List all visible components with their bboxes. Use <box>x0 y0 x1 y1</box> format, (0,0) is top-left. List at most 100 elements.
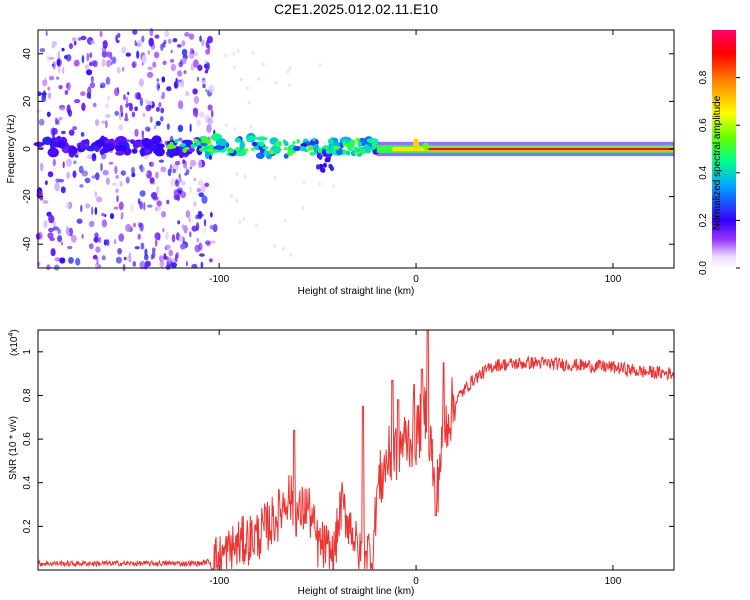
noise-speckle <box>198 64 202 70</box>
noise-speckle <box>144 254 149 261</box>
noise-speckle <box>131 61 136 69</box>
noise-speckle <box>57 235 63 243</box>
noise-speckle <box>288 82 292 87</box>
noise-speckle <box>45 180 48 185</box>
noise-speckle <box>67 109 73 117</box>
noise-speckle <box>150 254 154 260</box>
signal-blob <box>246 137 253 143</box>
noise-speckle <box>209 224 214 230</box>
noise-speckle <box>111 182 118 186</box>
noise-speckle <box>71 37 77 42</box>
signal-blob <box>155 143 165 149</box>
noise-speckle <box>194 51 199 57</box>
noise-speckle <box>177 220 181 225</box>
noise-speckle <box>189 159 197 167</box>
noise-speckle <box>118 112 122 121</box>
signal-blob <box>141 137 151 147</box>
signal-blob <box>345 150 351 156</box>
noise-speckle <box>283 218 287 223</box>
signal-blob <box>292 146 302 151</box>
spectrogram-x-tick-label: 0 <box>413 274 419 285</box>
signal-blob <box>47 150 58 155</box>
noise-speckle <box>102 169 109 176</box>
noise-speckle <box>52 226 60 231</box>
noise-speckle <box>98 236 102 244</box>
noise-speckle <box>39 48 46 53</box>
noise-speckle <box>184 32 190 37</box>
spectrogram-y-tick-label: 20 <box>22 95 33 107</box>
signal-blob <box>99 148 105 155</box>
noise-speckle <box>199 253 205 257</box>
noise-speckle <box>116 195 119 203</box>
snr-series-line <box>38 330 674 570</box>
noise-speckle <box>165 244 171 250</box>
noise-speckle <box>46 55 51 63</box>
noise-speckle <box>198 179 204 187</box>
noise-speckle <box>257 76 261 81</box>
noise-speckle <box>57 228 62 235</box>
noise-speckle <box>115 175 119 179</box>
signal-blob <box>174 139 179 144</box>
noise-speckle <box>208 84 215 93</box>
signal-blob <box>292 141 296 144</box>
noise-speckle <box>318 181 321 186</box>
noise-speckle <box>86 69 93 76</box>
noise-speckle <box>114 165 118 175</box>
noise-speckle <box>57 178 65 183</box>
noise-speckle <box>42 200 49 204</box>
signal-blob <box>259 141 265 147</box>
noise-speckle <box>106 59 111 68</box>
noise-speckle <box>86 52 90 62</box>
colorbar-tick-label: 0.4 <box>698 165 709 179</box>
snr-y-tick-label: 0.8 <box>22 388 33 402</box>
noise-speckle <box>156 200 162 207</box>
noise-speckle <box>145 171 148 175</box>
snr-panel: -100 0 100 0.2 0.4 0.6 0.8 1 Height of straigh… <box>8 329 675 597</box>
carrier-band-core <box>425 147 674 151</box>
signal-blob <box>166 144 174 150</box>
noise-speckle <box>203 219 207 227</box>
noise-speckle <box>116 39 120 43</box>
noise-speckle <box>212 224 218 233</box>
noise-speckle <box>158 159 164 163</box>
snr-y-tick-label: 0.4 <box>22 475 33 489</box>
noise-speckle <box>301 206 305 210</box>
noise-speckle <box>177 100 184 110</box>
noise-speckle <box>66 171 71 179</box>
signal-blob <box>193 138 198 143</box>
noise-speckle <box>158 101 162 108</box>
noise-speckle <box>146 204 153 208</box>
noise-speckle <box>100 162 103 172</box>
noise-speckle <box>40 92 47 96</box>
noise-speckle <box>332 184 336 189</box>
noise-speckle <box>72 170 77 178</box>
noise-speckle <box>147 66 153 71</box>
noise-speckle <box>75 257 81 266</box>
noise-speckle <box>189 166 193 170</box>
signal-blob <box>226 147 233 153</box>
noise-speckle <box>238 220 242 224</box>
noise-speckle <box>90 75 95 83</box>
signal-blob <box>350 139 356 145</box>
noise-speckle <box>57 65 61 74</box>
noise-speckle <box>52 127 58 135</box>
signal-blob <box>213 145 224 151</box>
noise-speckle <box>106 51 112 58</box>
noise-speckle <box>180 191 187 199</box>
noise-speckle <box>85 203 91 209</box>
noise-speckle <box>125 96 129 105</box>
signal-blob <box>283 147 288 151</box>
noise-speckle <box>54 257 61 262</box>
signal-blob <box>199 147 205 152</box>
noise-speckle <box>81 102 86 112</box>
noise-speckle <box>151 247 156 252</box>
noise-speckle <box>132 261 137 267</box>
noise-speckle <box>254 149 258 154</box>
noise-speckle <box>52 61 56 70</box>
noise-speckle <box>118 124 124 131</box>
noise-speckle <box>52 158 56 167</box>
noise-speckle <box>61 47 65 52</box>
noise-speckle <box>161 76 166 83</box>
noise-speckle <box>204 240 211 245</box>
signal-blob <box>251 141 258 147</box>
